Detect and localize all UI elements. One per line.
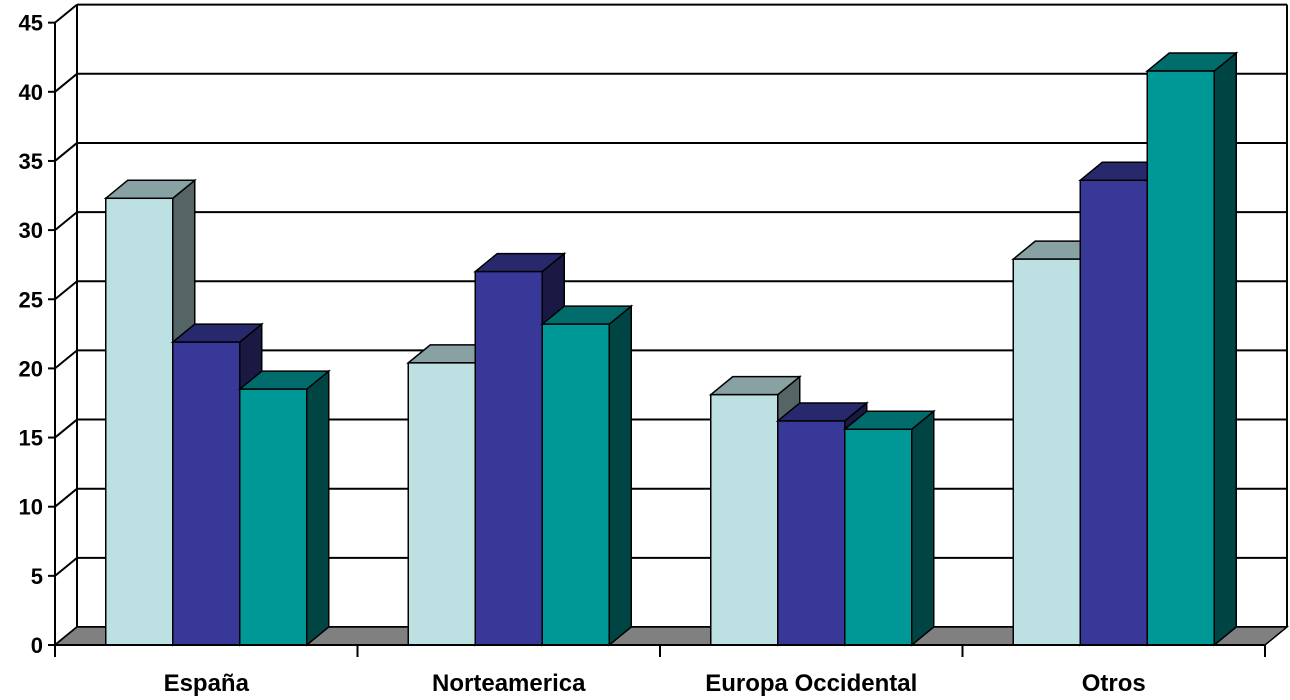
bar-group <box>103 51 1239 647</box>
y-tick-label: 5 <box>31 564 43 589</box>
bar-side-face <box>1213 51 1237 647</box>
bar-front-face <box>777 420 846 646</box>
side-wall-gridline <box>54 280 78 301</box>
side-wall-gridline <box>54 418 78 439</box>
bar-front-face <box>541 323 610 646</box>
bar <box>540 304 634 647</box>
side-wall-gridline <box>54 142 78 162</box>
x-category-label: España <box>164 670 250 697</box>
y-tick-label: 45 <box>19 11 43 36</box>
y-tick-label: 25 <box>19 287 43 312</box>
bar-front-face <box>1012 258 1081 646</box>
bar-front-face <box>105 197 174 646</box>
bar-front-face <box>474 270 543 646</box>
y-tick-label: 30 <box>19 218 43 243</box>
bar-front-face <box>1146 70 1215 646</box>
y-tick-label: 0 <box>31 633 43 658</box>
bar-front-face <box>710 393 779 646</box>
axes <box>48 21 1266 657</box>
bar-front-face <box>1079 179 1148 646</box>
side-wall-gridline <box>54 349 78 370</box>
side-wall-gridline <box>54 3 78 24</box>
bar-front-face <box>172 341 241 646</box>
y-tick-label: 40 <box>19 80 43 105</box>
y-tick-label: 10 <box>19 495 43 520</box>
x-axis-labels: España Norteamerica Europa Occidental Otros <box>164 670 1146 697</box>
bar-side-face <box>608 304 632 647</box>
bar-side-face <box>306 369 330 647</box>
side-wall-gridline <box>54 487 78 508</box>
side-wall-gridline <box>54 73 78 93</box>
y-axis-ticks: 0 5 10 15 20 25 30 35 40 45 <box>19 11 43 658</box>
x-category-label: Norteamerica <box>432 670 586 697</box>
bar-side-face <box>911 409 935 647</box>
bar-front-face <box>239 388 308 646</box>
x-category-label: Europa Occidental <box>705 670 917 697</box>
bar <box>1145 51 1239 647</box>
x-category-label: Otros <box>1082 670 1146 697</box>
y-tick-label: 15 <box>19 426 43 451</box>
side-wall-gridline <box>54 557 78 577</box>
bar-front-face <box>407 362 476 646</box>
bar-front-face <box>844 428 913 646</box>
bar <box>237 369 331 647</box>
bar <box>842 409 936 647</box>
y-tick-label: 20 <box>19 356 43 381</box>
side-wall-gridline <box>54 211 78 231</box>
y-tick-label: 35 <box>19 149 43 174</box>
